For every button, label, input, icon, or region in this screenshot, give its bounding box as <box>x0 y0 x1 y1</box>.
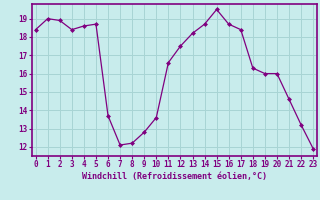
X-axis label: Windchill (Refroidissement éolien,°C): Windchill (Refroidissement éolien,°C) <box>82 172 267 181</box>
